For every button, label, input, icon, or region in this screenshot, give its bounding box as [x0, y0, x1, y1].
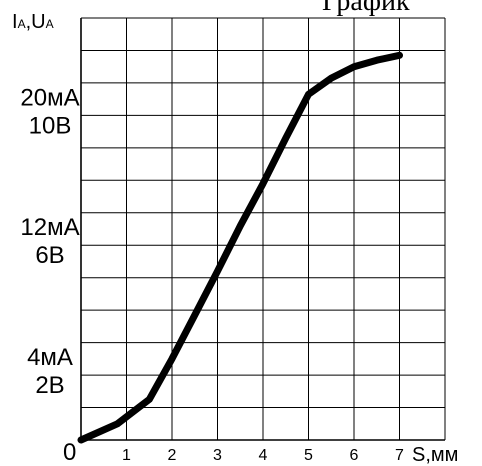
line-series [77, 51, 403, 444]
y-axis-label-sep: ,U [26, 11, 46, 33]
y-axis-label-main: I [12, 11, 18, 33]
origin-label: 0 [63, 439, 76, 466]
labels: График IA,UA S,мм 0 1 2 3 4 5 6 720мА10В12мА6В… [12, 0, 458, 466]
x-tick-label: 1 [122, 447, 131, 464]
y-axis-label: IA,UA [12, 11, 54, 33]
x-tick-label: 5 [304, 447, 313, 464]
y-tick-label-current: 20мА [20, 84, 79, 111]
chart-title: График [322, 0, 410, 17]
y-tick-label-current: 12мА [20, 214, 79, 241]
x-tick-label: 2 [168, 447, 177, 464]
x-tick-label: 6 [350, 447, 359, 464]
grid [80, 17, 446, 441]
x-tick-label: 4 [259, 447, 268, 464]
series-line-1 [77, 51, 403, 444]
x-tick-label: 7 [395, 447, 404, 464]
x-tick-label: 3 [213, 447, 222, 464]
y-tick-label-voltage: 10В [29, 112, 72, 139]
x-axis-label: S,мм [412, 444, 458, 466]
y-tick-label-current: 4мА [27, 344, 73, 371]
y-tick-label-voltage: 2В [35, 372, 64, 399]
y-axis-label-sub-2: A [46, 17, 54, 31]
y-axis-label-sub-1: A [18, 17, 26, 31]
y-tick-label-voltage: 6В [35, 242, 64, 269]
